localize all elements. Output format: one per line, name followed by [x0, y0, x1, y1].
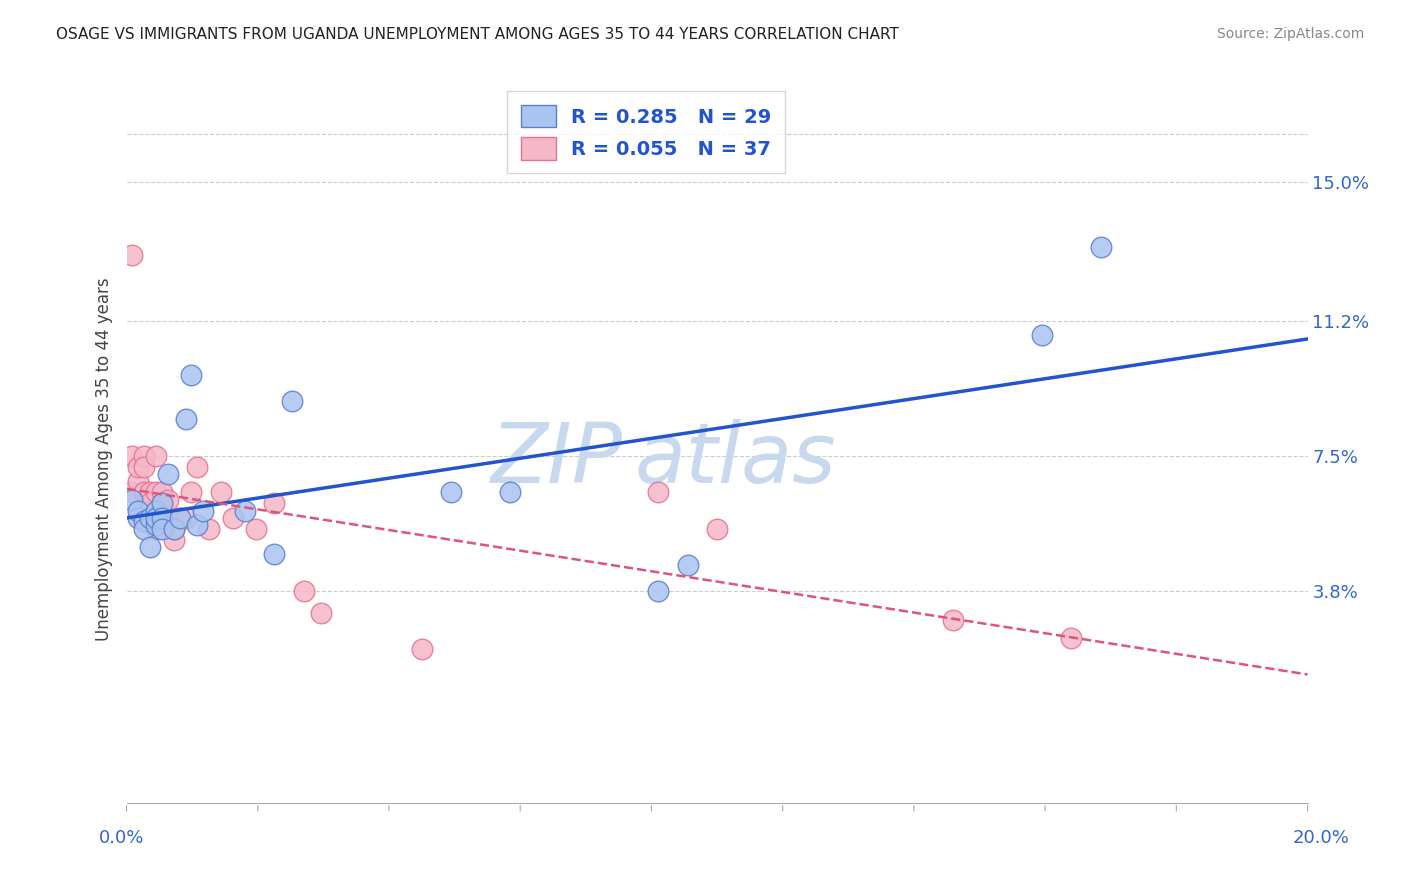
Point: [145, 449, 167, 463]
Point: [163, 522, 186, 536]
Point: [311, 606, 333, 620]
Text: 20.0%: 20.0%: [1294, 830, 1350, 847]
Point: [440, 485, 463, 500]
Point: [150, 522, 173, 536]
Text: ZIP: ZIP: [491, 419, 623, 500]
Y-axis label: Unemployment Among Ages 35 to 44 years: Unemployment Among Ages 35 to 44 years: [94, 277, 112, 641]
Point: [134, 515, 156, 529]
Point: [676, 558, 699, 573]
Point: [1060, 632, 1083, 646]
Text: Source: ZipAtlas.com: Source: ZipAtlas.com: [1216, 27, 1364, 41]
Point: [163, 522, 186, 536]
Point: [292, 583, 315, 598]
Point: [127, 503, 149, 517]
Point: [942, 613, 965, 627]
Point: [134, 459, 156, 474]
Point: [145, 518, 167, 533]
Point: [121, 485, 143, 500]
Point: [169, 511, 191, 525]
Point: [156, 511, 179, 525]
Point: [139, 511, 162, 525]
Point: [134, 449, 156, 463]
Point: [145, 511, 167, 525]
Point: [180, 368, 202, 383]
Point: [139, 511, 162, 525]
Point: [1090, 240, 1112, 254]
Point: [139, 496, 162, 510]
Point: [139, 485, 162, 500]
Point: [263, 547, 285, 561]
Point: [174, 412, 197, 426]
Point: [121, 248, 143, 262]
Point: [233, 503, 256, 517]
Point: [209, 485, 232, 500]
Point: [222, 511, 245, 525]
Point: [150, 511, 173, 525]
Point: [156, 467, 179, 481]
Point: [180, 485, 202, 500]
Point: [263, 496, 285, 510]
Point: [150, 496, 173, 510]
Point: [150, 496, 173, 510]
Point: [198, 522, 221, 536]
Point: [499, 485, 522, 500]
Text: 0.0%: 0.0%: [98, 830, 143, 847]
Point: [169, 511, 191, 525]
Text: OSAGE VS IMMIGRANTS FROM UGANDA UNEMPLOYMENT AMONG AGES 35 TO 44 YEARS CORRELATI: OSAGE VS IMMIGRANTS FROM UGANDA UNEMPLOY…: [56, 27, 898, 42]
Point: [1031, 328, 1053, 343]
Point: [139, 540, 162, 554]
Point: [127, 511, 149, 525]
Point: [647, 485, 669, 500]
Point: [145, 485, 167, 500]
Point: [150, 485, 173, 500]
Point: [163, 533, 186, 547]
Point: [145, 503, 167, 517]
Point: [174, 511, 197, 525]
Point: [281, 393, 304, 408]
Legend: R = 0.285   N = 29, R = 0.055   N = 37: R = 0.285 N = 29, R = 0.055 N = 37: [508, 91, 785, 173]
Text: atlas: atlas: [634, 419, 837, 500]
Point: [186, 518, 208, 533]
Point: [127, 475, 149, 489]
Point: [245, 522, 267, 536]
Point: [139, 511, 162, 525]
Point: [706, 522, 728, 536]
Point: [134, 522, 156, 536]
Point: [156, 492, 179, 507]
Point: [411, 642, 433, 657]
Point: [647, 583, 669, 598]
Point: [121, 449, 143, 463]
Point: [121, 492, 143, 507]
Point: [127, 459, 149, 474]
Point: [134, 485, 156, 500]
Point: [145, 522, 167, 536]
Point: [186, 459, 208, 474]
Point: [193, 503, 215, 517]
